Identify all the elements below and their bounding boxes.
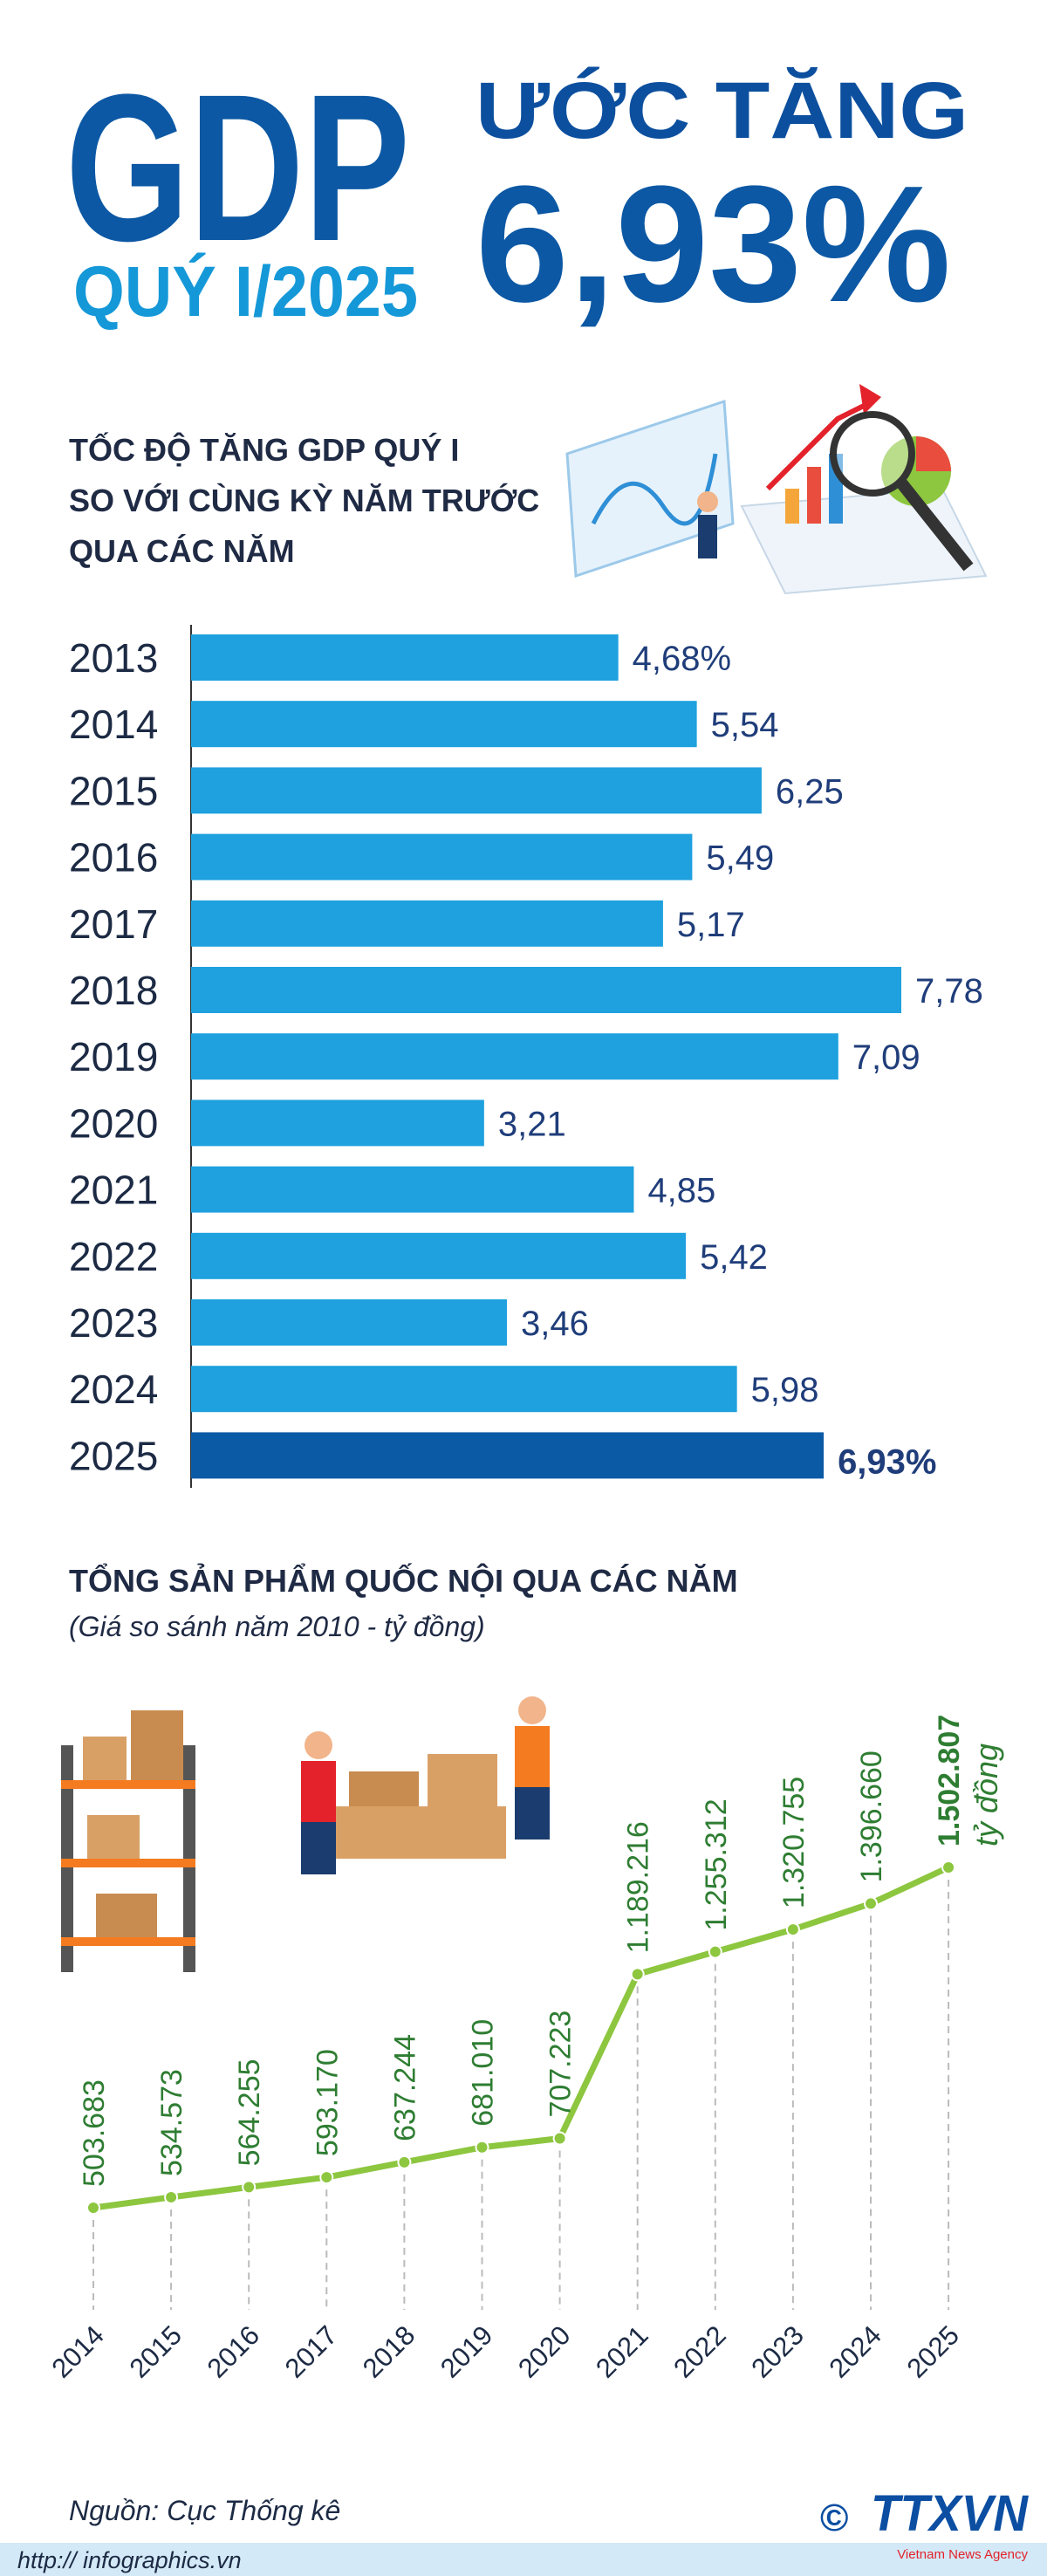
y-tick-label: 2017	[69, 901, 158, 947]
y-tick-label: 2013	[69, 635, 158, 681]
y-tick-label: 2023	[69, 1300, 158, 1346]
footer-url: http:// infographics.vn	[17, 2547, 242, 2573]
y-tick-label: 2019	[69, 1034, 158, 1079]
data-label: 5,98	[751, 1371, 819, 1409]
chart-subtitle: (Giá so sánh năm 2010 - tỷ đồng)	[69, 1611, 485, 1642]
point	[864, 1896, 878, 1911]
data-label: 3,46	[521, 1305, 589, 1343]
bar	[191, 1432, 825, 1479]
logo-caption: Vietnam News Agency	[897, 2547, 1028, 2562]
data-label: 7,09	[852, 1038, 920, 1077]
y-tick-label: 2024	[69, 1367, 158, 1412]
data-label: 707.223	[544, 2011, 578, 2118]
point	[86, 2201, 100, 2215]
header-title: GDP	[65, 51, 410, 284]
header-subtitle: QUÝ I/2025	[73, 252, 418, 332]
data-label: 7,78	[915, 972, 983, 1011]
y-tick-label: 2020	[69, 1100, 158, 1146]
y-tick-label: 2015	[69, 768, 158, 813]
bar	[191, 833, 693, 880]
bar	[191, 967, 901, 1013]
data-label: 1.396.660	[855, 1750, 888, 1882]
data-label: 5,17	[677, 906, 745, 944]
point	[319, 2170, 334, 2185]
chart-title: TỔNG SẢN PHẨM QUỐC NỘI QUA CÁC NĂM	[69, 1561, 738, 1599]
y-tick-label: 2022	[69, 1234, 158, 1279]
headline-figure: 6,93%	[476, 152, 951, 337]
data-label: 4,85	[647, 1172, 715, 1210]
data-label: 4,68%	[633, 640, 731, 678]
point	[708, 1944, 722, 1959]
bar	[191, 767, 762, 814]
copyright: ©	[820, 2497, 848, 2539]
chart-title: SO VỚI CÙNG KỲ NĂM TRƯỚC	[69, 482, 539, 518]
bar	[191, 1232, 687, 1279]
data-label: 6,93%	[838, 1442, 936, 1481]
bar	[191, 1366, 737, 1413]
data-label: 534.573	[155, 2069, 188, 2176]
data-label: 5,42	[700, 1238, 768, 1277]
illustration	[61, 1696, 550, 1972]
bar	[191, 701, 697, 748]
data-label: 1.189.216	[622, 1821, 655, 1953]
data-label: 5,49	[706, 839, 774, 878]
data-label: 503.683	[78, 2079, 111, 2187]
bar	[191, 900, 663, 947]
point	[164, 2189, 179, 2204]
data-label: 3,21	[498, 1105, 566, 1143]
y-tick-label: 2016	[69, 835, 158, 880]
chart-title: QUA CÁC NĂM	[69, 533, 295, 569]
illustration	[565, 384, 988, 595]
bar	[191, 1033, 838, 1080]
y-tick-label: 2025	[69, 1433, 158, 1478]
point	[397, 2155, 412, 2169]
data-label: 5,54	[711, 706, 779, 744]
logo: TTXVN	[871, 2485, 1029, 2542]
bar	[191, 1166, 634, 1213]
bar	[191, 1299, 508, 1346]
data-label: 1.320.755	[777, 1777, 811, 1908]
source: Nguồn: Cục Thống kê	[69, 2495, 340, 2526]
data-label: 1.255.312	[700, 1798, 733, 1930]
point	[630, 1967, 645, 1982]
headline: ƯỚC TĂNG	[476, 65, 968, 155]
point	[941, 1860, 956, 1874]
data-label: 593.170	[311, 2049, 344, 2156]
data-label: 1.502.807	[933, 1715, 966, 1846]
point	[552, 2131, 567, 2146]
y-tick-label: 2014	[69, 702, 158, 747]
point	[475, 2140, 489, 2155]
annotation: tỷ đồng	[968, 1744, 1004, 1846]
data-label: 681.010	[467, 2019, 500, 2127]
line	[92, 1864, 950, 2211]
bar	[191, 634, 619, 681]
y-tick-label: 2018	[69, 968, 158, 1013]
data-label: 637.244	[388, 2034, 421, 2141]
footer-band	[0, 2543, 1047, 2576]
bar	[191, 1100, 484, 1147]
point	[242, 2180, 257, 2195]
data-label: 6,25	[776, 772, 844, 811]
y-tick-label: 2021	[69, 1168, 158, 1213]
point	[785, 1922, 800, 1937]
data-label: 564.255	[233, 2059, 266, 2166]
chart-title: TỐC ĐỘ TĂNG GDP QUÝ I	[69, 431, 459, 468]
